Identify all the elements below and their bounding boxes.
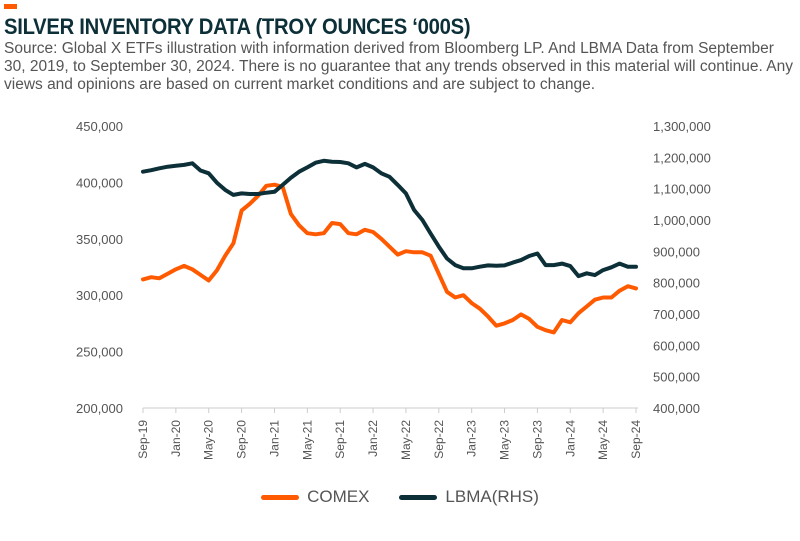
accent-bar	[4, 4, 17, 9]
y-left-tick-label: 400,000	[76, 175, 123, 190]
x-tick-label: Jan-21	[267, 420, 281, 457]
y-right-tick-label: 1,300,000	[653, 119, 711, 134]
x-tick-label: Jan-20	[169, 420, 183, 457]
x-tick-label: Jan-24	[563, 420, 577, 457]
x-tick-label: May-22	[399, 420, 413, 460]
y-right-tick-label: 1,000,000	[653, 213, 711, 228]
y-left-tick-label: 450,000	[76, 119, 123, 134]
x-tick-label: May-24	[596, 420, 610, 460]
x-tick-label: Jan-22	[366, 420, 380, 457]
y-right-tick-label: 500,000	[653, 370, 700, 385]
legend-swatch-lbma	[399, 494, 438, 500]
legend-label-comex: COMEX	[307, 487, 370, 506]
y-left-tick-label: 200,000	[76, 401, 123, 416]
x-tick-label: Sep-23	[530, 420, 544, 459]
legend-label-lbma: LBMA(RHS)	[445, 487, 539, 506]
x-tick-label: Jan-23	[465, 420, 479, 457]
x-tick-label: Sep-24	[629, 420, 643, 459]
x-tick-label: May-21	[300, 420, 314, 460]
legend-item-comex: COMEX	[261, 487, 369, 507]
legend-item-lbma: LBMA(RHS)	[399, 487, 539, 507]
y-left-tick-label: 300,000	[76, 288, 123, 303]
y-right-tick-label: 1,100,000	[653, 182, 711, 197]
x-tick-label: Sep-19	[136, 420, 150, 459]
y-left-tick-label: 350,000	[76, 232, 123, 247]
x-tick-label: Sep-22	[432, 420, 446, 459]
legend-swatch-comex	[261, 494, 300, 500]
y-left-tick-label: 250,000	[76, 345, 123, 360]
series-line-comex	[141, 182, 638, 335]
x-tick-label: Sep-20	[235, 420, 249, 459]
legend: COMEX LBMA(RHS)	[0, 487, 800, 507]
y-right-tick-label: 400,000	[653, 401, 700, 416]
chart-title: SILVER INVENTORY DATA (TROY OUNCES ‘000S…	[4, 14, 471, 39]
x-tick-label: Sep-21	[333, 420, 347, 459]
y-right-tick-label: 800,000	[653, 276, 700, 291]
y-right-tick-label: 600,000	[653, 338, 700, 353]
y-right-tick-label: 1,200,000	[653, 150, 711, 165]
x-tick-label: May-20	[202, 420, 216, 460]
x-tick-label: May-23	[498, 420, 512, 460]
series-line-lbma	[141, 158, 638, 279]
y-right-tick-label: 700,000	[653, 307, 700, 322]
y-right-tick-label: 900,000	[653, 244, 700, 259]
source-note: Source: Global X ETFs illustration with …	[4, 40, 793, 93]
